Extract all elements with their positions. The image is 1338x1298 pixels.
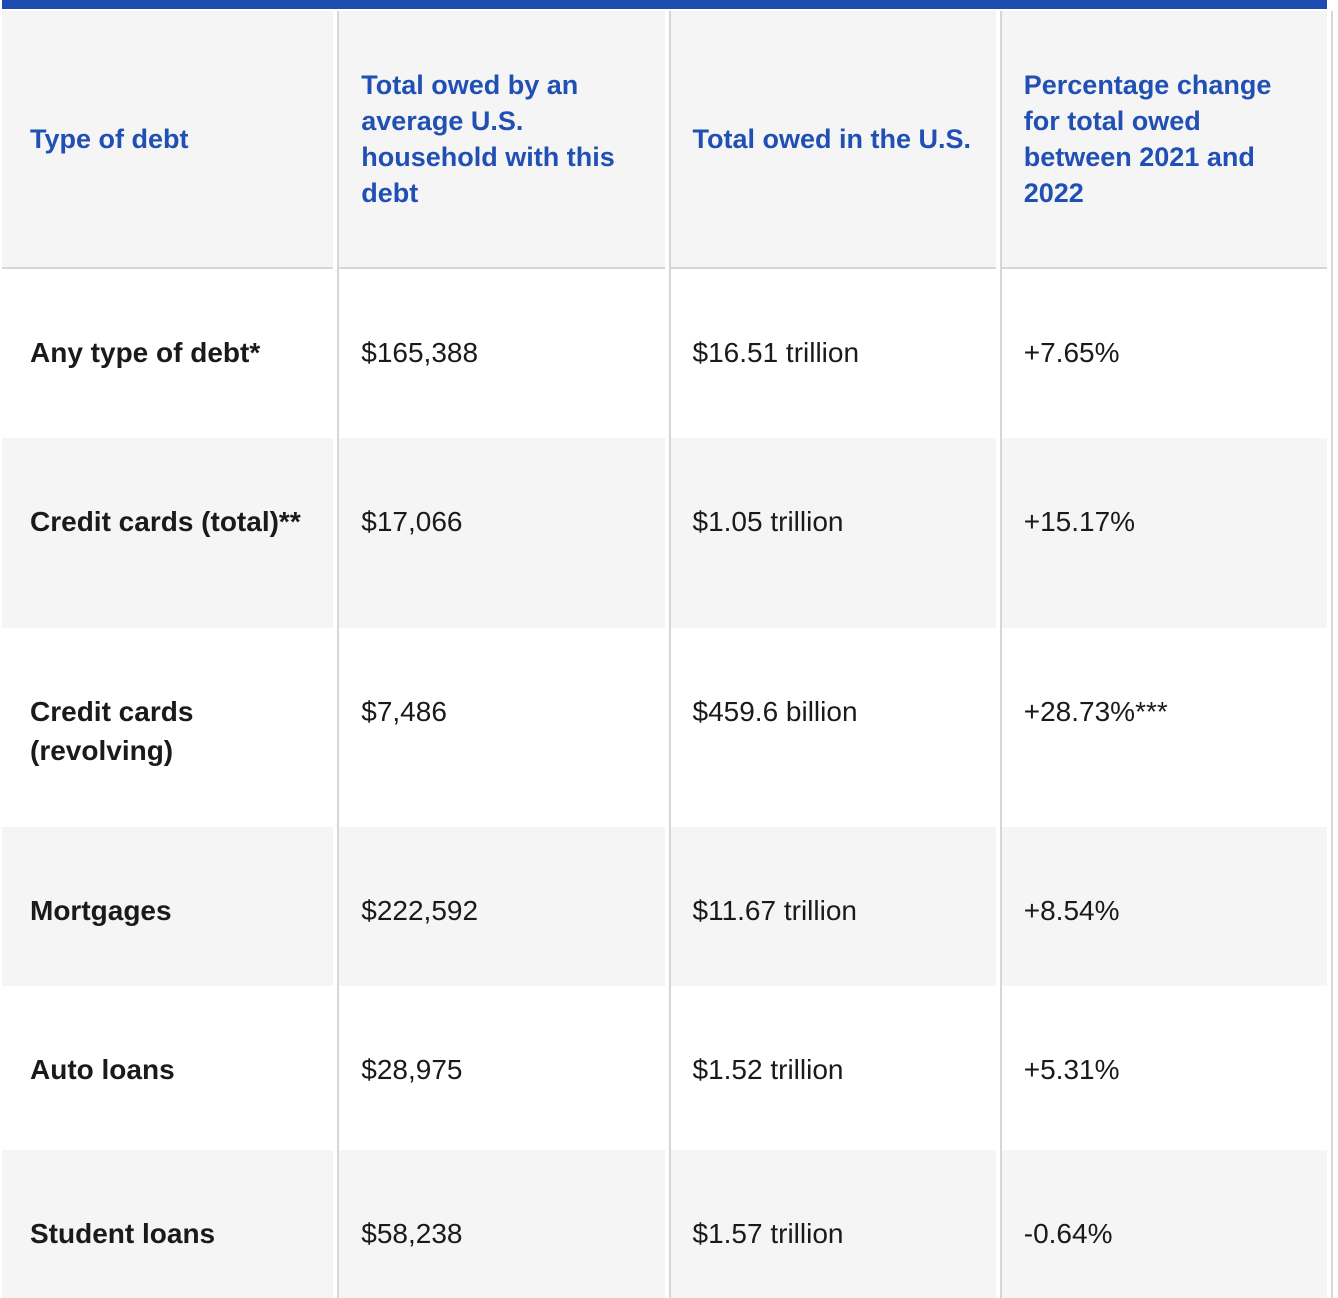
cell-percent-change: +5.31% [999,986,1327,1150]
cell-us-total: $1.57 trillion [668,1150,996,1298]
header-cell-percentage-change: Percentage change for total owed between… [999,11,1327,269]
header-label: Percentage change for total owed between… [1023,70,1272,208]
cell-household-amount: $28,975 [337,986,665,1150]
cell-percent-change: +8.54% [999,827,1327,986]
cell-percent-change: -0.64% [999,1150,1327,1298]
table-right-border [1331,986,1333,1150]
cell-us-total: $459.6 billion [668,628,996,827]
cell-debt-type: Any type of debt* [2,269,334,438]
cell-household-amount: $165,388 [337,269,665,438]
table-right-border [1331,628,1333,827]
table-header-row: Type of debt Total owed by an average U.… [2,11,1333,269]
table-row-credit-cards-revolving: Credit cards (revolving) $7,486 $459.6 b… [2,628,1333,827]
cell-debt-type: Credit cards (total)** [2,438,334,628]
cell-percent-change: +15.17% [999,438,1327,628]
cell-debt-type: Credit cards (revolving) [2,628,334,827]
cell-debt-type: Student loans [2,1150,334,1298]
cell-household-amount: $17,066 [337,438,665,628]
cell-debt-type: Mortgages [2,827,334,986]
header-label: Total owed in the U.S. [692,124,972,154]
cell-us-total: $11.67 trillion [668,827,996,986]
table-right-border [1331,827,1333,986]
top-accent-bar [2,0,1327,9]
header-label: Total owed by an average U.S. household … [361,70,615,208]
table-row-any-debt: Any type of debt* $165,388 $16.51 trilli… [2,269,1333,438]
table-row-credit-cards-total: Credit cards (total)** $17,066 $1.05 tri… [2,438,1333,628]
cell-us-total: $16.51 trillion [668,269,996,438]
table-right-border [1331,269,1333,438]
cell-debt-type: Auto loans [2,986,334,1150]
table-right-border [1331,1150,1333,1298]
table-right-border [1331,438,1333,628]
table-row-student-loans: Student loans $58,238 $1.57 trillion -0.… [2,1150,1333,1298]
cell-household-amount: $58,238 [337,1150,665,1298]
cell-household-amount: $7,486 [337,628,665,827]
header-cell-us-total: Total owed in the U.S. [668,11,996,269]
cell-percent-change: +7.65% [999,269,1327,438]
table-right-border [1331,11,1333,269]
header-cell-type-of-debt: Type of debt [2,11,334,269]
table-row-mortgages: Mortgages $222,592 $11.67 trillion +8.54… [2,827,1333,986]
table-row-auto-loans: Auto loans $28,975 $1.52 trillion +5.31% [2,986,1333,1150]
cell-percent-change: +28.73%*** [999,628,1327,827]
cell-household-amount: $222,592 [337,827,665,986]
cell-us-total: $1.05 trillion [668,438,996,628]
header-cell-household-total: Total owed by an average U.S. household … [337,11,665,269]
cell-us-total: $1.52 trillion [668,986,996,1150]
header-label: Type of debt [30,124,189,154]
